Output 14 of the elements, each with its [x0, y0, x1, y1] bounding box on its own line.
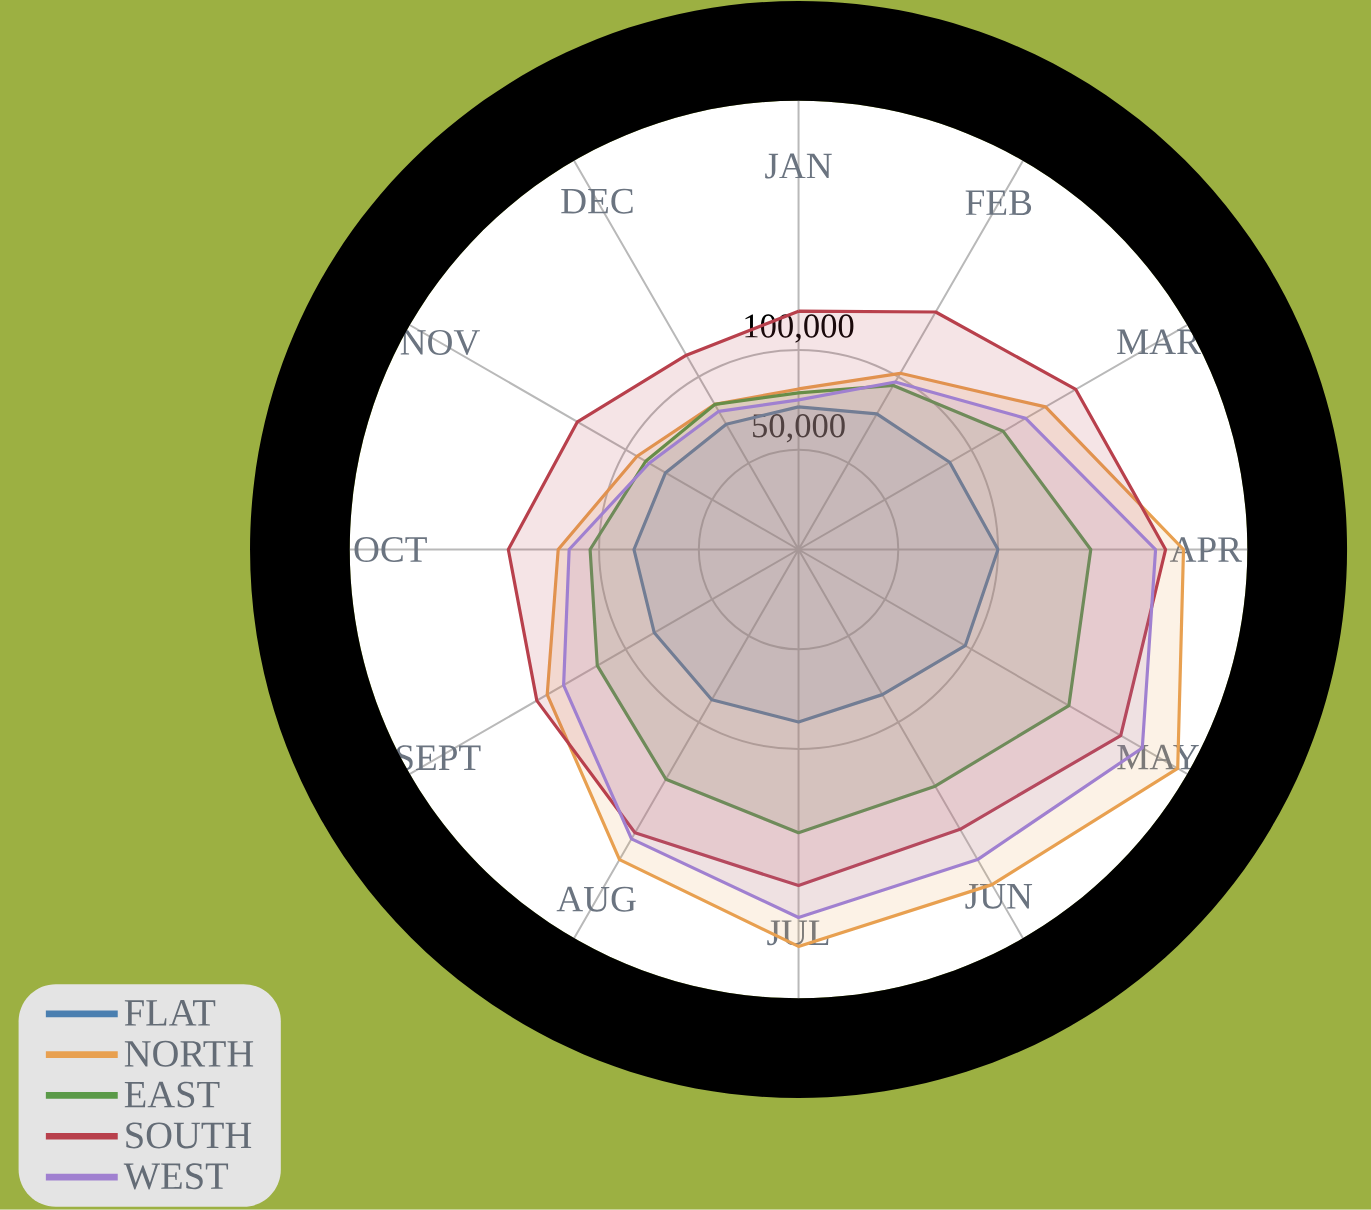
y-tick-label: 50,000 [753, 414, 845, 443]
spoke-label: JUN [965, 884, 1033, 909]
spoke-label: DEC [561, 188, 633, 214]
legend-label: NORTH [124, 1041, 254, 1067]
spoke-label: AUG [556, 886, 636, 912]
spoke-label: FEB [965, 190, 1032, 216]
legend-label: SOUTH [126, 1122, 252, 1149]
y-tick-label: 100,000 [745, 314, 854, 343]
legend-label: EAST [124, 1081, 220, 1108]
spoke-label: JAN [765, 153, 832, 179]
spoke-label: OCT [354, 537, 427, 563]
spoke-label: NOV [400, 330, 480, 356]
legend-label: WEST [123, 1163, 229, 1190]
legend-label: FLAT [124, 1000, 216, 1026]
